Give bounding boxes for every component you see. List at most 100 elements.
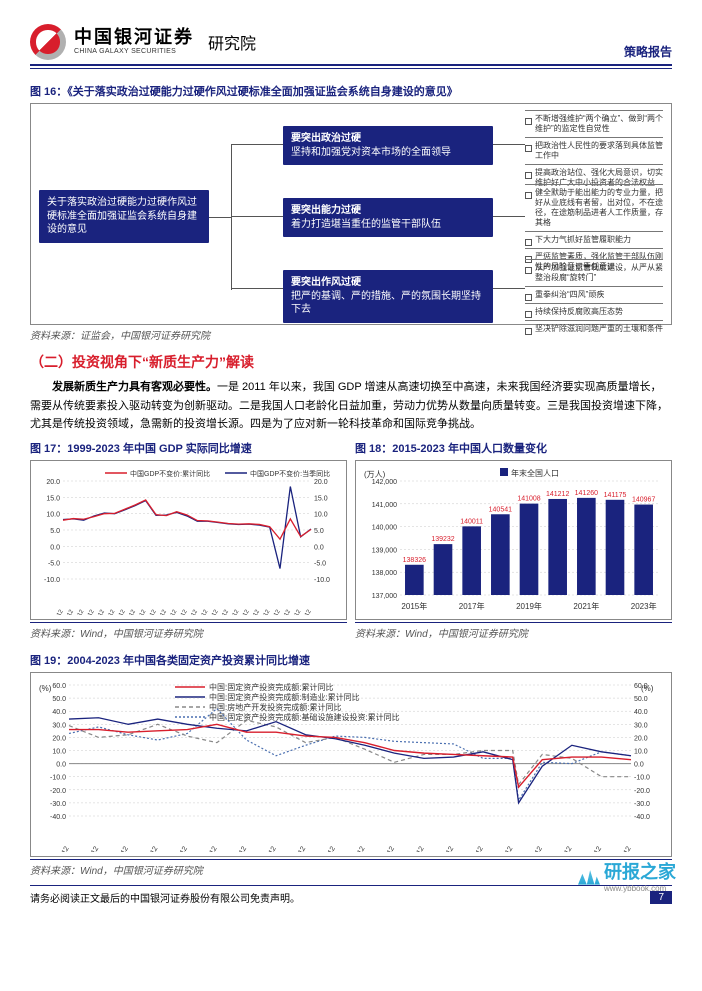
svg-text:5.0: 5.0 <box>314 528 324 535</box>
disclaimer: 请务必阅读正文最后的中国银河证券股份有限公司免责声明。 <box>30 890 300 905</box>
fig17-source: 资料来源：Wind，中国银河证券研究院 <box>30 625 347 640</box>
svg-text:138326: 138326 <box>403 557 426 564</box>
fig19-title: 图 19：2004-2023 年中国各类固定资产投资累计同比增速 <box>30 652 672 668</box>
section2-heading: （二）投资视角下“新质生产力”解读 <box>30 352 672 372</box>
fig16-title: 图 16：《关于落实政治过硬能力过硬作风过硬标准全面加强证监会系统自身建设的意见… <box>30 83 672 99</box>
svg-text:2014-12: 2014-12 <box>348 845 367 852</box>
svg-text:2023-12: 2023-12 <box>614 845 633 852</box>
svg-text:50.0: 50.0 <box>52 696 66 703</box>
divider <box>30 622 347 623</box>
diag-mid-2: 要突出作风过硬把严的基调、严的措施、严的氛围长期坚持下去 <box>283 270 493 323</box>
svg-text:2008-12: 2008-12 <box>170 845 189 852</box>
watermark-sub: www.ybbook.com <box>604 884 676 893</box>
svg-text:50.0: 50.0 <box>634 696 648 703</box>
svg-text:-30.0: -30.0 <box>634 801 650 808</box>
svg-text:141,000: 141,000 <box>372 502 397 509</box>
logo-icon <box>30 24 66 60</box>
dept-label: 研究院 <box>208 30 256 54</box>
svg-text:2007-12: 2007-12 <box>141 845 160 852</box>
diag-right-group-0: 不断增强维护“两个确立”、做到“两个维护”的监定性自觉性把政治性人民性的要求落到… <box>525 110 663 191</box>
svg-text:140541: 140541 <box>489 506 512 513</box>
fig18-source: 资料来源：Wind，中国银河证券研究院 <box>355 625 672 640</box>
report-type: 策略报告 <box>624 43 672 60</box>
fig17-chart: 中国GDP不变价:累计同比中国GDP不变价:当季同比-10.0-10.0-5.0… <box>30 460 347 620</box>
fig16-diagram: 关于落实政治过硬能力过硬作风过硬标准全面加强证监会系统自身建设的意见 要突出政治过… <box>30 103 672 325</box>
svg-text:2005-12: 2005-12 <box>81 845 100 852</box>
brand-block: 中国银河证券 CHINA GALAXY SECURITIES <box>74 28 194 55</box>
svg-text:-5.0: -5.0 <box>48 561 60 568</box>
fig17-title: 图 17：1999-2023 年中国 GDP 实际同比增速 <box>30 440 347 456</box>
svg-text:2017年: 2017年 <box>459 601 485 611</box>
watermark-icon <box>578 867 600 885</box>
svg-text:139,000: 139,000 <box>372 547 397 554</box>
svg-text:-10.0: -10.0 <box>634 775 650 782</box>
svg-text:-10.0: -10.0 <box>44 577 60 584</box>
svg-text:中国:固定资产投资完成额:累计同比: 中国:固定资产投资完成额:累计同比 <box>209 682 333 692</box>
svg-text:2019年: 2019年 <box>516 601 542 611</box>
diag-root: 关于落实政治过硬能力过硬作风过硬标准全面加强证监会系统自身建设的意见 <box>39 190 209 243</box>
svg-text:中国GDP不变价:当季同比: 中国GDP不变价:当季同比 <box>250 469 330 478</box>
svg-text:10.0: 10.0 <box>634 749 648 756</box>
svg-text:0.0: 0.0 <box>634 762 644 769</box>
diag-right-item: 从严加强证监管制度建设，从严从紧整治段腐“旋转门” <box>525 259 663 286</box>
svg-text:140,000: 140,000 <box>372 525 397 532</box>
fig18-title: 图 18：2015-2023 年中国人口数量变化 <box>355 440 672 456</box>
svg-text:10.0: 10.0 <box>52 749 66 756</box>
divider <box>30 859 672 860</box>
header-rule-thin <box>30 68 672 69</box>
svg-text:2012-12: 2012-12 <box>288 845 307 852</box>
svg-text:2021年: 2021年 <box>573 601 599 611</box>
watermark: 研报之家 www.ybbook.com <box>578 858 676 893</box>
svg-text:140967: 140967 <box>632 497 655 504</box>
svg-text:142,000: 142,000 <box>372 479 397 486</box>
svg-text:1999-12: 1999-12 <box>49 608 66 615</box>
svg-text:10.0: 10.0 <box>314 512 328 519</box>
svg-text:40.0: 40.0 <box>52 709 66 716</box>
svg-text:2017-12: 2017-12 <box>436 845 455 852</box>
svg-text:30.0: 30.0 <box>52 722 66 729</box>
svg-text:2016-12: 2016-12 <box>407 845 426 852</box>
svg-text:141212: 141212 <box>546 491 569 498</box>
header-rule <box>30 64 672 66</box>
svg-text:141260: 141260 <box>575 490 598 497</box>
svg-text:2019-12: 2019-12 <box>496 845 515 852</box>
svg-text:60.0: 60.0 <box>52 683 66 690</box>
diag-right-item: 把政治性人民性的要求落到具体监管工作中 <box>525 137 663 164</box>
svg-text:60.0: 60.0 <box>634 683 648 690</box>
svg-text:30.0: 30.0 <box>634 722 648 729</box>
svg-text:139232: 139232 <box>431 536 454 543</box>
watermark-text: 研报之家 <box>604 858 676 884</box>
diag-mid-0: 要突出政治过硬坚持和加强党对资本市场的全面领导 <box>283 126 493 165</box>
svg-text:20.0: 20.0 <box>314 479 328 486</box>
svg-text:20.0: 20.0 <box>634 735 648 742</box>
svg-text:15.0: 15.0 <box>46 495 60 502</box>
svg-text:0.0: 0.0 <box>56 762 66 769</box>
diag-mid-1: 要突出能力过硬着力打造堪当重任的监管干部队伍 <box>283 198 493 237</box>
svg-text:2015年: 2015年 <box>401 601 427 611</box>
divider <box>355 622 672 623</box>
svg-text:-10.0: -10.0 <box>50 775 66 782</box>
svg-text:-30.0: -30.0 <box>50 801 66 808</box>
brand-en: CHINA GALAXY SECURITIES <box>74 48 194 56</box>
diag-right-item: 下大力气抓好监管履职能力 <box>525 231 663 248</box>
svg-text:138,000: 138,000 <box>372 570 397 577</box>
fig19-chart: 中国:固定资产投资完成额:累计同比中国:固定资产投资完成额:制造业:累计同比中国… <box>30 672 672 857</box>
diag-right-item: 健全默助于能出能力的专业力量，把好从业底线有者留，出对位，不在途径，在途筋制品进… <box>525 184 663 231</box>
svg-text:中国:房地产开发投资完成额:累计同比: 中国:房地产开发投资完成额:累计同比 <box>209 702 341 712</box>
diag-right-item: 坚决铲除滋润问题严重的土壤和条件 <box>525 320 663 337</box>
svg-text:年末全国人口: 年末全国人口 <box>511 468 559 478</box>
diag-right-item: 不断增强维护“两个确立”、做到“两个维护”的监定性自觉性 <box>525 110 663 137</box>
svg-text:2013-12: 2013-12 <box>318 845 337 852</box>
svg-text:中国:固定资产投资完成额:基础设施建设投资:累计同比: 中国:固定资产投资完成额:基础设施建设投资:累计同比 <box>209 712 400 722</box>
diag-right-item: 持续保持反腐败高压态势 <box>525 303 663 320</box>
svg-text:20.0: 20.0 <box>52 735 66 742</box>
svg-text:2023年: 2023年 <box>631 601 657 611</box>
svg-text:15.0: 15.0 <box>314 495 328 502</box>
fig18-chart: (万人)年末全国人口137,000138,000139,000140,00014… <box>355 460 672 620</box>
svg-text:2022-12: 2022-12 <box>584 845 603 852</box>
svg-text:0.0: 0.0 <box>314 544 324 551</box>
svg-text:2018-12: 2018-12 <box>466 845 485 852</box>
svg-text:2015-12: 2015-12 <box>377 845 396 852</box>
svg-text:137,000: 137,000 <box>372 593 397 600</box>
svg-text:2020-12: 2020-12 <box>525 845 544 852</box>
